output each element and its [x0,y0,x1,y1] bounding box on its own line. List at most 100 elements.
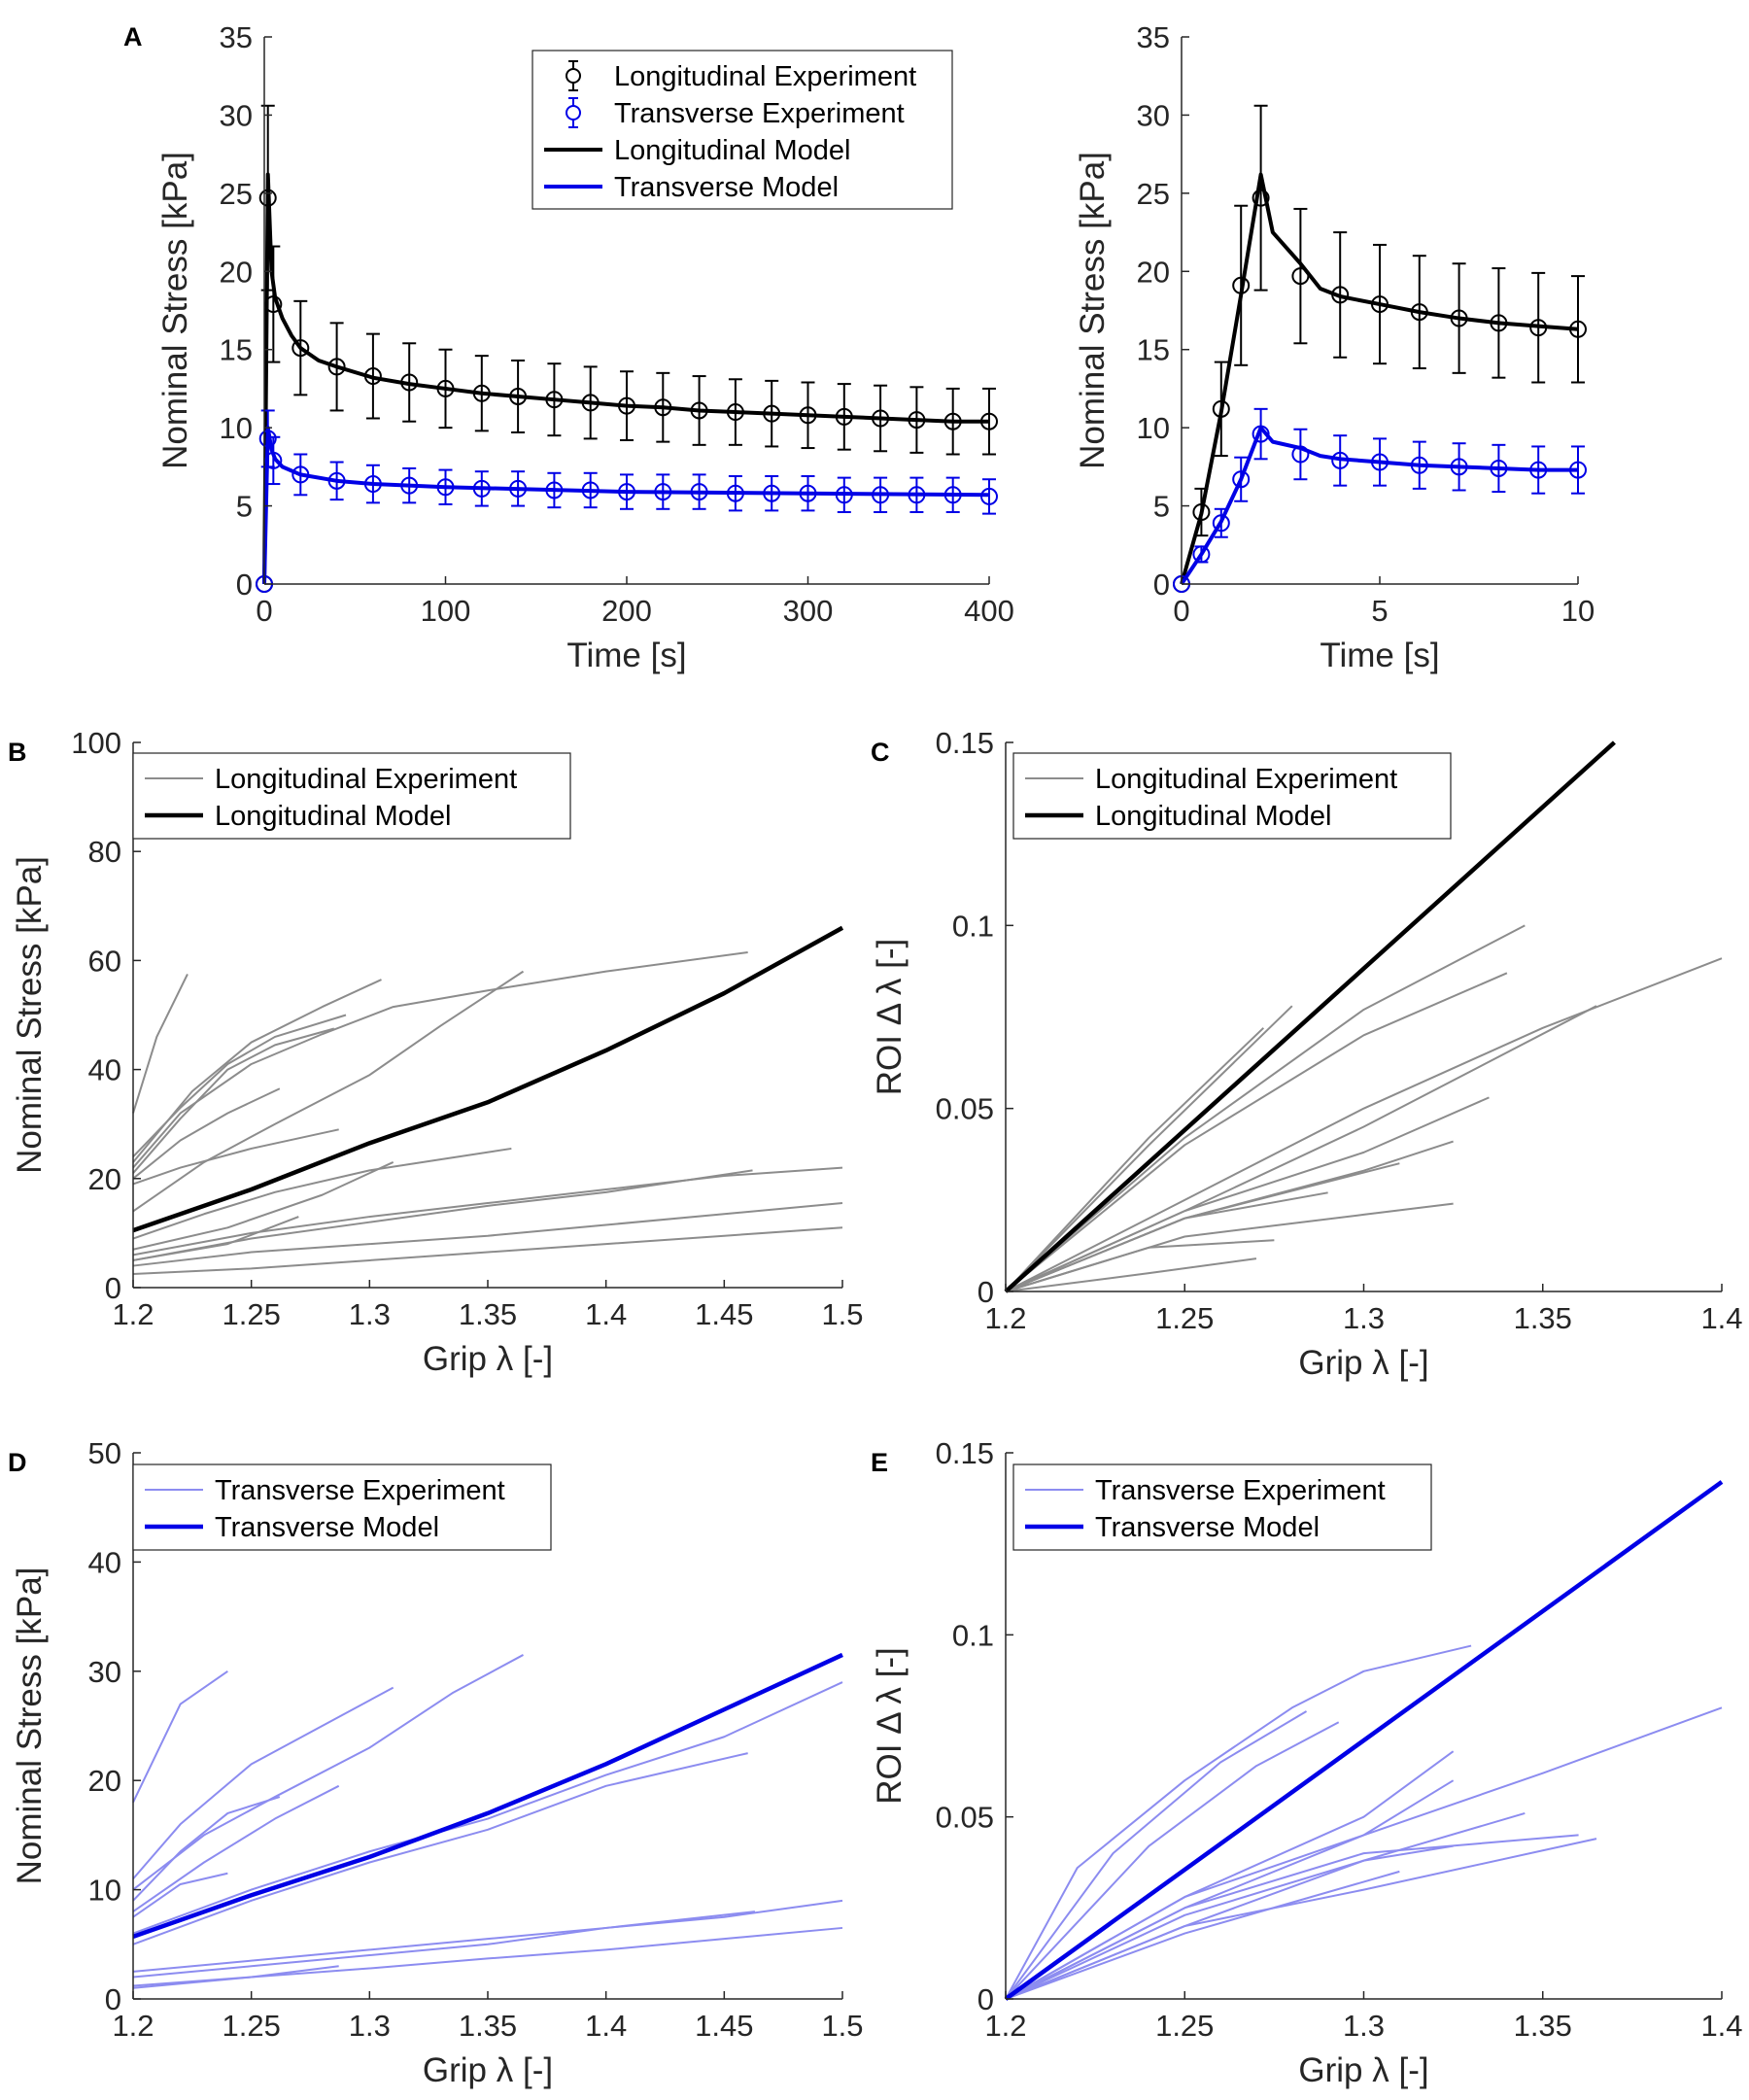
longitudinal-experiment-trace [1005,1162,1400,1292]
longitudinal-experiment-marker [1212,399,1230,418]
y-tick-label: 0.1 [952,909,994,943]
legend-entry-longitudinal-experiment: Longitudinal Experiment [1095,764,1397,795]
x-tick-label: 0 [256,594,272,628]
x-axis-label: Grip λ [-] [1298,2051,1428,2089]
x-tick-label: 1.5 [821,1297,863,1331]
legend-box [1012,752,1452,840]
longitudinal-experiment-marker [1192,503,1211,522]
legend: Transverse Experiment Transverse Model [132,1463,552,1551]
plot-area [1004,1480,1724,2001]
x-tick-label: 200 [601,594,652,628]
longitudinal-experiment-trace [132,1128,339,1186]
x-tick-label: 1.45 [695,1297,753,1331]
transverse-experiment-trace [132,1654,524,1891]
legend-entry-transverse-model: Transverse Model [215,1512,439,1543]
transverse-experiment-trace [1005,1811,1526,2000]
legend-entry-transverse-experiment: Transverse Experiment [614,98,905,129]
longitudinal-experiment-marker [872,409,890,428]
chart-a2: 0 5 10 0 5 10 15 20 25 30 35 Time [s] Nominal Stress… [1074,20,1595,674]
transverse-experiment-trace [132,1965,339,1989]
longitudinal-experiment-marker [654,398,672,417]
y-tick-label: 30 [1137,98,1170,132]
transverse-experiment-marker [581,481,600,499]
transverse-experiment-marker [835,486,853,504]
longitudinal-experiment-marker [835,407,853,426]
longitudinal-experiment-marker [509,387,528,405]
x-axis-label: Time [s] [1320,637,1439,674]
transverse-experiment-marker [908,486,926,504]
x-tick-label: 1.3 [1343,2009,1385,2043]
x-tick-label: 1.25 [222,2009,280,2043]
transverse-experiment-trace [132,1670,228,1804]
transverse-experiment-marker [1371,453,1389,471]
x-axis-label: Time [s] [566,637,686,674]
y-axis-label: ROI Δ λ [-] [871,1647,909,1804]
legend-box [132,752,571,840]
y-tick-label: 0.05 [936,1801,994,1835]
x-tick-label: 1.3 [1343,1301,1385,1335]
x-tick-label: 1.5 [821,2009,863,2043]
x-axis-label: Grip λ [-] [423,1340,553,1378]
legend: Longitudinal Experiment Longitudinal Mode… [132,752,571,840]
transverse-experiment-trace [132,1926,843,1987]
transverse-experiment-marker [943,486,962,504]
transverse-model-line [132,1652,843,1940]
legend-entry-transverse-model: Transverse Model [1095,1512,1320,1543]
longitudinal-experiment-marker [1331,286,1350,304]
longitudinal-experiment-marker [400,373,419,392]
panel-label: D [8,1448,27,1477]
y-tick-label: 5 [1153,490,1170,524]
transverse-experiment-trace [132,1752,748,1945]
y-tick-label: 50 [88,1436,121,1470]
longitudinal-experiment-trace [1005,1005,1597,1292]
panel-label: C [871,738,890,767]
y-tick-label: 0 [105,1982,121,2016]
longitudinal-experiment-trace [1005,1096,1490,1292]
longitudinal-experiment-marker [545,391,564,409]
transverse-experiment-trace [1005,1710,1308,2000]
y-axis-label: Nominal Stress [kPa] [1074,152,1112,469]
longitudinal-experiment-marker [264,295,283,314]
transverse-experiment-trace [132,1686,394,1880]
longitudinal-experiment-marker [472,384,491,402]
plot-area [132,1652,843,1989]
longitudinal-experiment-trace [1005,1257,1257,1292]
longitudinal-experiment-trace [132,1226,843,1275]
chart-a1: A 0 100 200 300 400 0 5 10 15 20 25 30 35 Time [s] Nomi… [123,20,1014,674]
transverse-experiment-trace [1005,1750,1455,2000]
y-tick-label: 30 [220,98,253,132]
x-tick-label: 1.45 [695,2009,753,2043]
longitudinal-experiment-marker [1569,320,1587,338]
x-tick-label: 1.3 [349,2009,391,2043]
transverse-experiment-marker [400,476,419,495]
longitudinal-experiment-trace [132,970,525,1213]
longitudinal-experiment-trace [132,1147,512,1240]
transverse-experiment-trace [1005,1838,1597,2000]
transverse-experiment-marker [726,484,744,502]
x-tick-label: 1.2 [984,2009,1026,2043]
transverse-experiment-trace [132,1899,843,1973]
transverse-experiment-trace [132,1681,843,1935]
y-tick-label: 40 [88,1053,121,1087]
y-tick-label: 20 [1137,255,1170,289]
longitudinal-experiment-trace [1005,1005,1293,1292]
transverse-experiment-marker [690,483,708,501]
longitudinal-experiment-marker [943,412,962,430]
transverse-experiment-trace [1005,1721,1340,2000]
y-tick-label: 40 [88,1545,121,1579]
y-tick-label: 80 [88,835,121,869]
longitudinal-experiment-marker [1371,295,1389,314]
y-tick-label: 100 [71,726,121,760]
y-tick-label: 20 [88,1764,121,1798]
panel-label: A [123,22,143,52]
longitudinal-experiment-trace [132,1161,394,1251]
x-axis-label: Grip λ [-] [423,2051,553,2089]
transverse-experiment-marker [1252,425,1270,443]
legend-entry-longitudinal-model: Longitudinal Model [215,801,451,832]
transverse-experiment-marker [327,471,346,490]
longitudinal-experiment-marker [799,406,817,425]
transverse-experiment-marker [980,487,998,505]
y-tick-label: 60 [88,944,121,978]
longitudinal-experiment-marker [581,394,600,412]
x-tick-label: 1.4 [585,1297,627,1331]
